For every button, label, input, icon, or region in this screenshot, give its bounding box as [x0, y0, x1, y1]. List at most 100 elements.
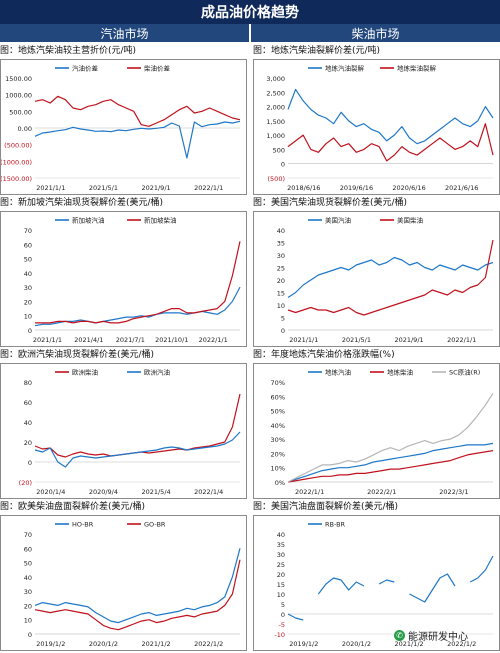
y-tick-label: 20: [24, 298, 32, 306]
series-line-1: [34, 120, 241, 159]
chart-title: 图：欧美柴油盘面裂解价差(美元/桶): [0, 502, 146, 512]
legend-label: 美国汽油: [325, 216, 351, 225]
y-tick-label: 0%: [275, 479, 285, 487]
chart-panel-7: 图：欧美柴油盘面裂解价差(美元/桶) 70 60 50 40 30 20 10 0 2019/1…: [0, 500, 247, 651]
y-tick-label: 3,000: [266, 75, 285, 83]
x-tick-label: 2020/1/4: [36, 488, 65, 496]
y-tick-label: 10: [24, 617, 32, 625]
y-tick-label: 1,500: [266, 118, 285, 126]
x-tick-label: 2020/6/16: [392, 184, 425, 192]
y-tick-label: 60: [24, 399, 32, 407]
x-tick-label: 2021/1/1: [36, 184, 65, 192]
y-tick-label: 20: [277, 277, 285, 285]
chart-frame: 40 35 30 25 20 15 10 5 0 2021/1/1 2021/5/1 2021/9/1…: [253, 211, 500, 347]
y-tick-label: 0.00: [18, 125, 32, 133]
y-tick-label: 70: [24, 227, 32, 235]
x-tick-label: 2021/1/2: [141, 640, 170, 648]
wechat-icon: ✆: [394, 630, 405, 641]
x-tick-label: 2022/1/4: [194, 488, 223, 496]
y-tick-label: 1,000: [266, 132, 285, 140]
chart-frame: 40 35 30 25 20 15 10 5 0 -5 -10 2019/1/2 2020/1/2 202…: [253, 515, 500, 651]
y-tick-label: 10: [277, 302, 285, 310]
y-tick-label: -5: [279, 621, 285, 629]
y-tick-label: 2,000: [266, 104, 285, 112]
chart-frame: 70% 60% 50% 40% 30% 20% 10% 0% 2022/1/1 2022/2/1 2…: [253, 363, 500, 499]
chart-title: 图：美国汽油盘面裂解价差(美元/桶): [253, 502, 399, 512]
chart-title: 图：地炼汽柴油裂解价差(元/吨): [253, 46, 381, 56]
series-line-2: [34, 559, 241, 631]
page-title: 成品油价格趋势: [0, 0, 500, 24]
section-gasoline-market: 汽油市场: [0, 24, 249, 42]
chart-panel-6: 图：年度地炼汽柴油价格涨跌幅(%) 70% 60% 50% 40% 30% 20% 10% 0…: [253, 348, 500, 499]
y-tick-label: 0: [28, 459, 32, 467]
y-tick-label: 20%: [271, 450, 285, 458]
x-tick-label: 2021/6/16: [445, 184, 478, 192]
chart-title: 图：美国汽柴油现货裂解价差(美元/桶): [253, 198, 408, 208]
chart-svg: 1500.00 1000.00 500.00 0.00 (500.00) (1000.00…: [1, 64, 241, 192]
y-tick-label: 2,500: [266, 89, 285, 97]
y-tick-label: (20): [19, 479, 32, 487]
chart-frame: 70 60 50 40 30 20 10 0 2021/1/1 2021/4/1 2021/7/1 2…: [0, 211, 247, 347]
x-tick-label: 2021/5/1: [342, 336, 371, 344]
y-tick-label: 30: [24, 284, 32, 292]
x-tick-label: 2019/1/2: [289, 640, 318, 648]
x-tick-label: 2019/1/2: [36, 640, 65, 648]
chart-title: 图：新加坡汽柴油现货裂解价差(美元/桶): [0, 198, 164, 208]
y-tick-label: 5: [281, 315, 285, 323]
y-tick-label: 0: [281, 327, 285, 335]
section-diesel-market: 柴油市场: [251, 24, 500, 42]
y-tick-label: 0: [28, 631, 32, 639]
y-tick-label: 10%: [271, 465, 285, 473]
series-line-2: [34, 95, 241, 127]
chart-title: 图：欧洲汽柴油现货裂解价差(美元/桶): [0, 350, 155, 360]
chart-panel-1: 图：地炼汽柴油较主营折价(元/吨) 1500.00 1000.00 500.00 0.…: [0, 44, 247, 195]
x-tick-label: 2021/1/2: [394, 640, 423, 648]
y-tick-label: 1000.00: [5, 92, 32, 100]
x-tick-label: 2021/9/1: [394, 336, 423, 344]
series-line-2: [34, 431, 241, 468]
y-tick-label: 20: [277, 571, 285, 579]
legend-label: 美国柴油: [397, 216, 423, 225]
series-line-1: [287, 442, 494, 483]
x-tick-label: 2018/6/16: [287, 184, 320, 192]
legend-label: 汽油价差: [72, 64, 99, 73]
x-tick-label: 2022/3/1: [439, 488, 468, 496]
x-tick-label: 2021/5/1: [89, 184, 118, 192]
y-tick-label: 500.00: [9, 108, 32, 116]
y-tick-label: 80: [24, 379, 32, 387]
chart-panel-3: 图：新加坡汽柴油现货裂解价差(美元/桶) 70 60 50 40 30 20 10 0 2021…: [0, 196, 247, 347]
legend-label: 柴油价差: [144, 64, 171, 73]
y-tick-label: 50%: [271, 408, 285, 416]
y-tick-label: 15: [277, 581, 285, 589]
y-tick-label: 20: [24, 602, 32, 610]
x-tick-label: 2022/2/1: [367, 488, 396, 496]
y-tick-label: 60%: [271, 393, 285, 401]
y-tick-label: 10: [277, 591, 285, 599]
series-line-1: [287, 555, 494, 621]
legend-label: 新加坡汽油: [72, 216, 105, 225]
y-tick-label: 1500.00: [5, 75, 32, 83]
y-tick-label: 30: [277, 252, 285, 260]
legend-label: 欧洲柴油: [72, 368, 98, 377]
y-tick-label: 10: [24, 313, 32, 321]
chart-title: 图：年度地炼汽柴油价格涨跌幅(%): [253, 350, 395, 360]
y-tick-label: 70: [24, 531, 32, 539]
y-tick-label: 30%: [271, 436, 285, 444]
watermark: ✆ 能源研发中心: [394, 628, 468, 643]
legend-label: GO-BR: [144, 521, 166, 529]
x-tick-label: 2020/1/2: [89, 640, 118, 648]
y-tick-label: 60: [24, 241, 32, 249]
series-line-1: [287, 88, 494, 145]
legend-label: HO-BR: [72, 521, 94, 529]
y-tick-label: 60: [24, 545, 32, 553]
chart-panel-5: 图：欧洲汽柴油现货裂解价差(美元/桶) 80 60 40 20 0 (20) 2020/1/…: [0, 348, 247, 499]
y-tick-label: 50: [24, 256, 32, 264]
legend-label: 地炼柴油裂解: [397, 64, 437, 73]
y-tick-label: 25: [277, 561, 285, 569]
x-tick-label: 2021/9/1: [141, 184, 170, 192]
y-tick-label: 50: [24, 560, 32, 568]
series-line-2: [287, 450, 494, 483]
legend-label: RB-BR: [325, 521, 346, 529]
x-tick-label: 2019/6/16: [340, 184, 373, 192]
x-tick-label: 2022/1/1: [194, 184, 223, 192]
